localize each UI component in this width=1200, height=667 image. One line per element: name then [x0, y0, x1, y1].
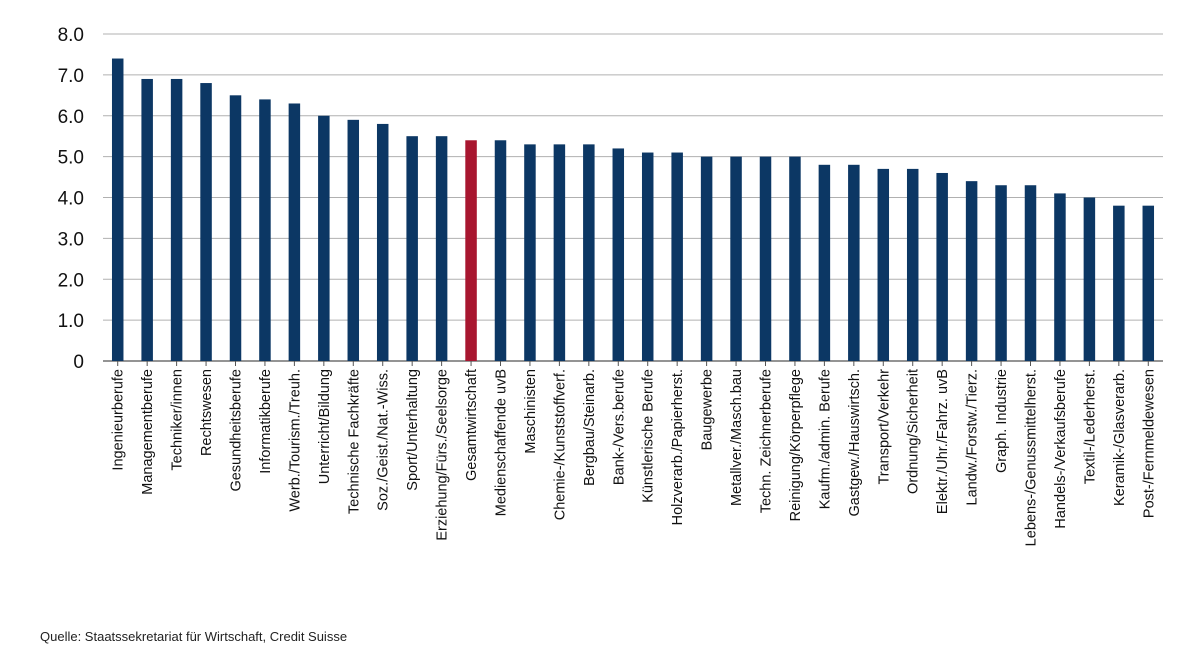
bar — [288, 103, 301, 362]
x-tick-label: Graph. Industrie — [994, 369, 1010, 473]
bar — [700, 156, 713, 361]
bar — [877, 168, 890, 361]
bar — [1083, 197, 1096, 361]
bar — [759, 156, 772, 361]
bar — [1113, 205, 1125, 361]
y-tick-label: 3.0 — [58, 229, 84, 250]
bar — [318, 115, 330, 361]
y-tick-label: 8.0 — [58, 25, 84, 46]
x-tick-label: Metallver./Masch.bau — [729, 369, 745, 506]
x-tick-label: Holzverarb./Papierherst. — [670, 369, 686, 525]
bar — [641, 152, 654, 361]
x-tick-label: Maschinisten — [523, 369, 539, 454]
source-note: Quelle: Staatssekretariat für Wirtschaft… — [40, 629, 348, 644]
y-tick-label: 1.0 — [58, 311, 84, 332]
bar — [435, 136, 448, 361]
x-tick-label: Informatikberufe — [258, 369, 274, 474]
y-tick-label: 6.0 — [58, 107, 84, 128]
bar — [906, 168, 919, 361]
bar — [465, 140, 477, 361]
x-tick-label: Post-/Fernmeldewesen — [1141, 369, 1157, 518]
bar — [376, 123, 389, 361]
x-tick-label: Kaufm./admin. Berufe — [817, 369, 833, 509]
bar — [730, 156, 742, 361]
y-tick-label: 0 — [73, 352, 84, 373]
y-tick-label: 7.0 — [58, 66, 84, 87]
x-tick-label: Gesundheitsberufe — [229, 369, 245, 492]
x-tick-label: Elektr./Uhr./Fahrz. uvB — [935, 369, 951, 514]
gridlines — [103, 33, 1163, 362]
bar — [848, 164, 860, 361]
x-tick-label: Künstlerische Berufe — [641, 369, 657, 503]
bar — [1024, 185, 1037, 361]
x-tick-label: Managementberufe — [140, 369, 156, 495]
bar — [259, 99, 271, 362]
bar — [200, 83, 212, 362]
x-tick-label: Technische Fachkräfte — [346, 369, 362, 514]
x-tick-label: Werb./Tourism./Treuh. — [287, 369, 303, 512]
bar — [494, 140, 507, 361]
bar — [583, 144, 595, 361]
bar — [406, 136, 418, 361]
x-tick-label: Erziehung/Fürs./Seelsorge — [435, 369, 451, 541]
y-tick-label: 4.0 — [58, 189, 84, 210]
bar — [1054, 193, 1066, 361]
x-tick-label: Gesamtwirtschaft — [464, 369, 480, 481]
bars — [111, 58, 1155, 362]
bar — [111, 58, 124, 362]
x-axis-labels: Ingenieurberufe Managementberufe Techniker… — [111, 361, 1157, 546]
bar — [553, 144, 566, 361]
bar — [671, 152, 683, 361]
x-tick-label: Handels-/Verkaufsberufe — [1053, 369, 1069, 529]
x-tick-label: Techniker/innen — [170, 369, 186, 471]
x-tick-label: Transport/Verkehr — [876, 369, 892, 485]
x-tick-label: Baugewerbe — [700, 369, 716, 450]
x-tick-label: Bergbau/Steinarb. — [582, 369, 598, 486]
bar — [229, 95, 242, 361]
x-tick-label: Soz./Geist./Nat.-Wiss. — [376, 369, 392, 511]
bar — [818, 164, 831, 361]
y-tick-label: 2.0 — [58, 270, 84, 291]
x-tick-label: Keramik-/Glasverarb. — [1112, 369, 1128, 506]
bar — [347, 119, 360, 362]
y-tick-label: 5.0 — [58, 148, 84, 169]
x-tick-label: Sport/Unterhaltung — [405, 369, 421, 491]
x-tick-label: Textil-/Lederherst. — [1082, 369, 1098, 484]
x-tick-label: Medienschaffende uvB — [494, 369, 510, 516]
x-tick-label: Chemie-/Kunststoffverf. — [552, 369, 568, 520]
bar — [936, 172, 948, 361]
x-tick-label: Bank-/Vers.berufe — [611, 369, 627, 485]
x-tick-label: Landw./Forstw./Tierz. — [965, 369, 981, 505]
bar — [965, 181, 978, 361]
x-tick-label: Techn. Zeichnerberufe — [759, 369, 775, 513]
y-axis-ticks: 0 1.0 2.0 3.0 4.0 5.0 6.0 7.0 8.0 — [58, 25, 84, 373]
bar-chart: 0 1.0 2.0 3.0 4.0 5.0 6.0 7.0 8.0 Ingenieurberuf… — [58, 25, 1163, 546]
bar — [995, 185, 1007, 361]
bar — [1142, 205, 1155, 361]
x-tick-label: Ordnung/Sicherheit — [906, 369, 922, 494]
bar — [141, 78, 153, 362]
x-tick-label: Unterricht/Bildung — [317, 369, 333, 484]
x-tick-label: Gastgew./Hauswirtsch. — [847, 369, 863, 516]
x-tick-label: Reinigung/Körperpflege — [788, 369, 804, 521]
x-tick-label: Lebens-/Genussmittelherst. — [1024, 369, 1040, 546]
x-tick-label: Ingenieurberufe — [111, 369, 127, 471]
bar — [170, 78, 183, 362]
bar — [612, 148, 625, 361]
bar — [524, 144, 536, 361]
x-tick-label: Rechtswesen — [199, 369, 215, 456]
bar — [789, 156, 801, 361]
